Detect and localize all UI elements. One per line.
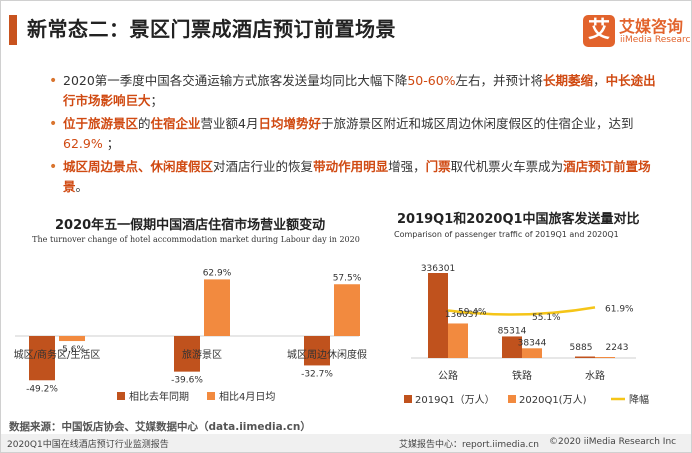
category-label: 水路 bbox=[585, 369, 605, 382]
bullet-text: 增强， bbox=[388, 159, 426, 174]
category-label: 城区/商务区/生活区 bbox=[14, 348, 101, 361]
legend-label: 2020Q1(万人) bbox=[519, 394, 587, 406]
highlight-text: 酒店预订前置场景 bbox=[63, 159, 651, 194]
chart-2-passenger-traffic: 336301 136637 公路 85314 38344 铁路 5885 2243 水路 59.4… bbox=[404, 264, 649, 406]
legend-label: 相比去年同期 bbox=[129, 390, 189, 403]
brand-name-en: iiMedia Research bbox=[620, 35, 692, 45]
brand-logo: 艾 艾媒咨询 iiMedia Research bbox=[583, 11, 691, 51]
bar-yoy bbox=[304, 336, 330, 366]
category-label: 城区周边休闲度假区 bbox=[287, 348, 367, 361]
bullet-text: ， bbox=[593, 73, 606, 88]
highlight-text: 长期萎缩 bbox=[543, 73, 594, 88]
data-label: 136637 bbox=[445, 310, 479, 320]
data-label: 85314 bbox=[498, 326, 527, 336]
highlight-text: 中长途出行市场影响巨大 bbox=[63, 73, 656, 108]
bar-2020q1 bbox=[595, 357, 615, 358]
line-label: 55.1% bbox=[532, 313, 561, 323]
bullet-item-1: 2020第一季度中国各交通运输方式旅客发送量均同比大幅下降50-60%左右，并预… bbox=[49, 71, 663, 111]
chart-2-subtitle: Comparison of passenger traffic of 2019Q… bbox=[394, 230, 619, 239]
bullet-text: ； bbox=[150, 93, 164, 108]
highlight-text: 住宿企业 bbox=[150, 116, 201, 131]
chart-1-hotel-turnover: -49.2% -5.6%城区/商务区/生活区 -39.6% 62.9% 旅游景区 -32.… bbox=[14, 268, 367, 403]
bullet-list: 2020第一季度中国各交通运输方式旅客发送量均同比大幅下降50-60%左右，并预… bbox=[49, 71, 663, 200]
brand-name-cn: 艾媒咨询 bbox=[619, 17, 684, 36]
brand-logo-icon: 艾 bbox=[583, 15, 615, 47]
bar-vs-april bbox=[204, 279, 230, 336]
report-center-link[interactable]: 艾媒报告中心：report.iimedia.cn bbox=[399, 440, 539, 450]
bullet-text: 营业额4月 bbox=[200, 116, 259, 131]
category-label: 公路 bbox=[438, 369, 458, 382]
data-label: 57.5% bbox=[333, 273, 362, 283]
legend-swatch bbox=[207, 392, 215, 400]
legend-label: 相比4月日均 bbox=[219, 390, 275, 403]
bullet-text: 。 bbox=[75, 179, 89, 194]
bar-2019q1 bbox=[428, 273, 448, 358]
category-label: 旅游景区 bbox=[182, 348, 222, 361]
page-title: 新常态二：景区门票成酒店预订前置场景 bbox=[27, 17, 396, 41]
bullet-text: ； bbox=[102, 136, 120, 151]
bar-vs-april bbox=[334, 284, 360, 336]
bar-2019q1 bbox=[575, 356, 595, 358]
highlight-text: 位于旅游景区 bbox=[63, 116, 139, 131]
bar-yoy bbox=[29, 336, 55, 381]
legend-label: 降幅 bbox=[629, 393, 649, 406]
data-label: -49.2% bbox=[26, 384, 58, 394]
bullet-text: 左右，并预计将 bbox=[455, 73, 544, 88]
highlight-text: 城区周边景点 bbox=[63, 159, 139, 174]
bullet-text: 取代机票火车票成为 bbox=[450, 159, 564, 174]
data-label: -39.6% bbox=[171, 376, 203, 386]
highlight-text: 带动作用明显 bbox=[313, 159, 389, 174]
bar-2019q1 bbox=[502, 336, 522, 358]
data-label: 336301 bbox=[421, 264, 455, 274]
highlight-text: 62.9% bbox=[63, 136, 103, 151]
highlight-text: 50-60% bbox=[407, 73, 456, 88]
highlight-text: 日均增势好 bbox=[258, 116, 322, 131]
bullet-item-2: 位于旅游景区的住宿企业营业额4月日均增势好于旅游景区附近和城区周边休闲度假区的住… bbox=[49, 114, 663, 154]
legend-swatch bbox=[404, 395, 412, 403]
chart-2-title: 2019Q1和2020Q1中国旅客发送量对比 bbox=[397, 212, 640, 227]
footer-bar bbox=[1, 434, 691, 452]
data-label: 62.9% bbox=[203, 268, 232, 278]
line-series-decline bbox=[447, 306, 596, 316]
chart-1-title: 2020年五一假期中国酒店住宿市场营业额变动 bbox=[55, 218, 326, 233]
bar-vs-april bbox=[59, 336, 85, 342]
data-label: -32.7% bbox=[301, 369, 333, 379]
bar-2020q1 bbox=[522, 348, 542, 358]
bullet-item-3: 城区周边景点、休闲度假区对酒店行业的恢复带动作用明显增强，门票取代机票火车票成为… bbox=[49, 157, 663, 197]
bullet-text: 的 bbox=[138, 116, 151, 131]
bullet-text: 于旅游景区附近和城区周边休闲度假区的住宿企业，达到 bbox=[321, 116, 634, 131]
data-label: 5885 bbox=[570, 343, 593, 353]
bar-yoy bbox=[174, 336, 200, 372]
highlight-text: 休闲度假区 bbox=[150, 159, 214, 174]
chart-1-subtitle: The turnover change of hotel accommodati… bbox=[32, 235, 360, 244]
copyright: ©2020 iiMedia Research Inc bbox=[549, 437, 677, 447]
data-label: -5.6% bbox=[59, 345, 86, 355]
legend-label: 2019Q1（万人） bbox=[415, 394, 495, 406]
data-label: 38344 bbox=[518, 338, 547, 348]
line-label: 59.4% bbox=[458, 308, 487, 318]
title-accent-bar bbox=[9, 15, 17, 45]
bullet-text: 对酒店行业的恢复 bbox=[213, 159, 314, 174]
line-label: 61.9% bbox=[605, 304, 634, 314]
data-source: 数据来源：中国饭店协会、艾媒数据中心（data.iimedia.cn） bbox=[9, 421, 311, 433]
report-name: 2020Q1中国在线酒店预订行业监测报告 bbox=[7, 440, 169, 450]
bar-2020q1 bbox=[448, 323, 468, 358]
legend-swatch bbox=[508, 395, 516, 403]
data-label: 2243 bbox=[606, 343, 629, 353]
highlight-text: 门票 bbox=[425, 159, 451, 174]
bullet-text: 2020第一季度中国各交通运输方式旅客发送量均同比大幅下降 bbox=[63, 73, 408, 88]
highlight-text: 、 bbox=[138, 159, 151, 174]
legend-swatch bbox=[117, 392, 125, 400]
category-label: 铁路 bbox=[512, 369, 532, 382]
